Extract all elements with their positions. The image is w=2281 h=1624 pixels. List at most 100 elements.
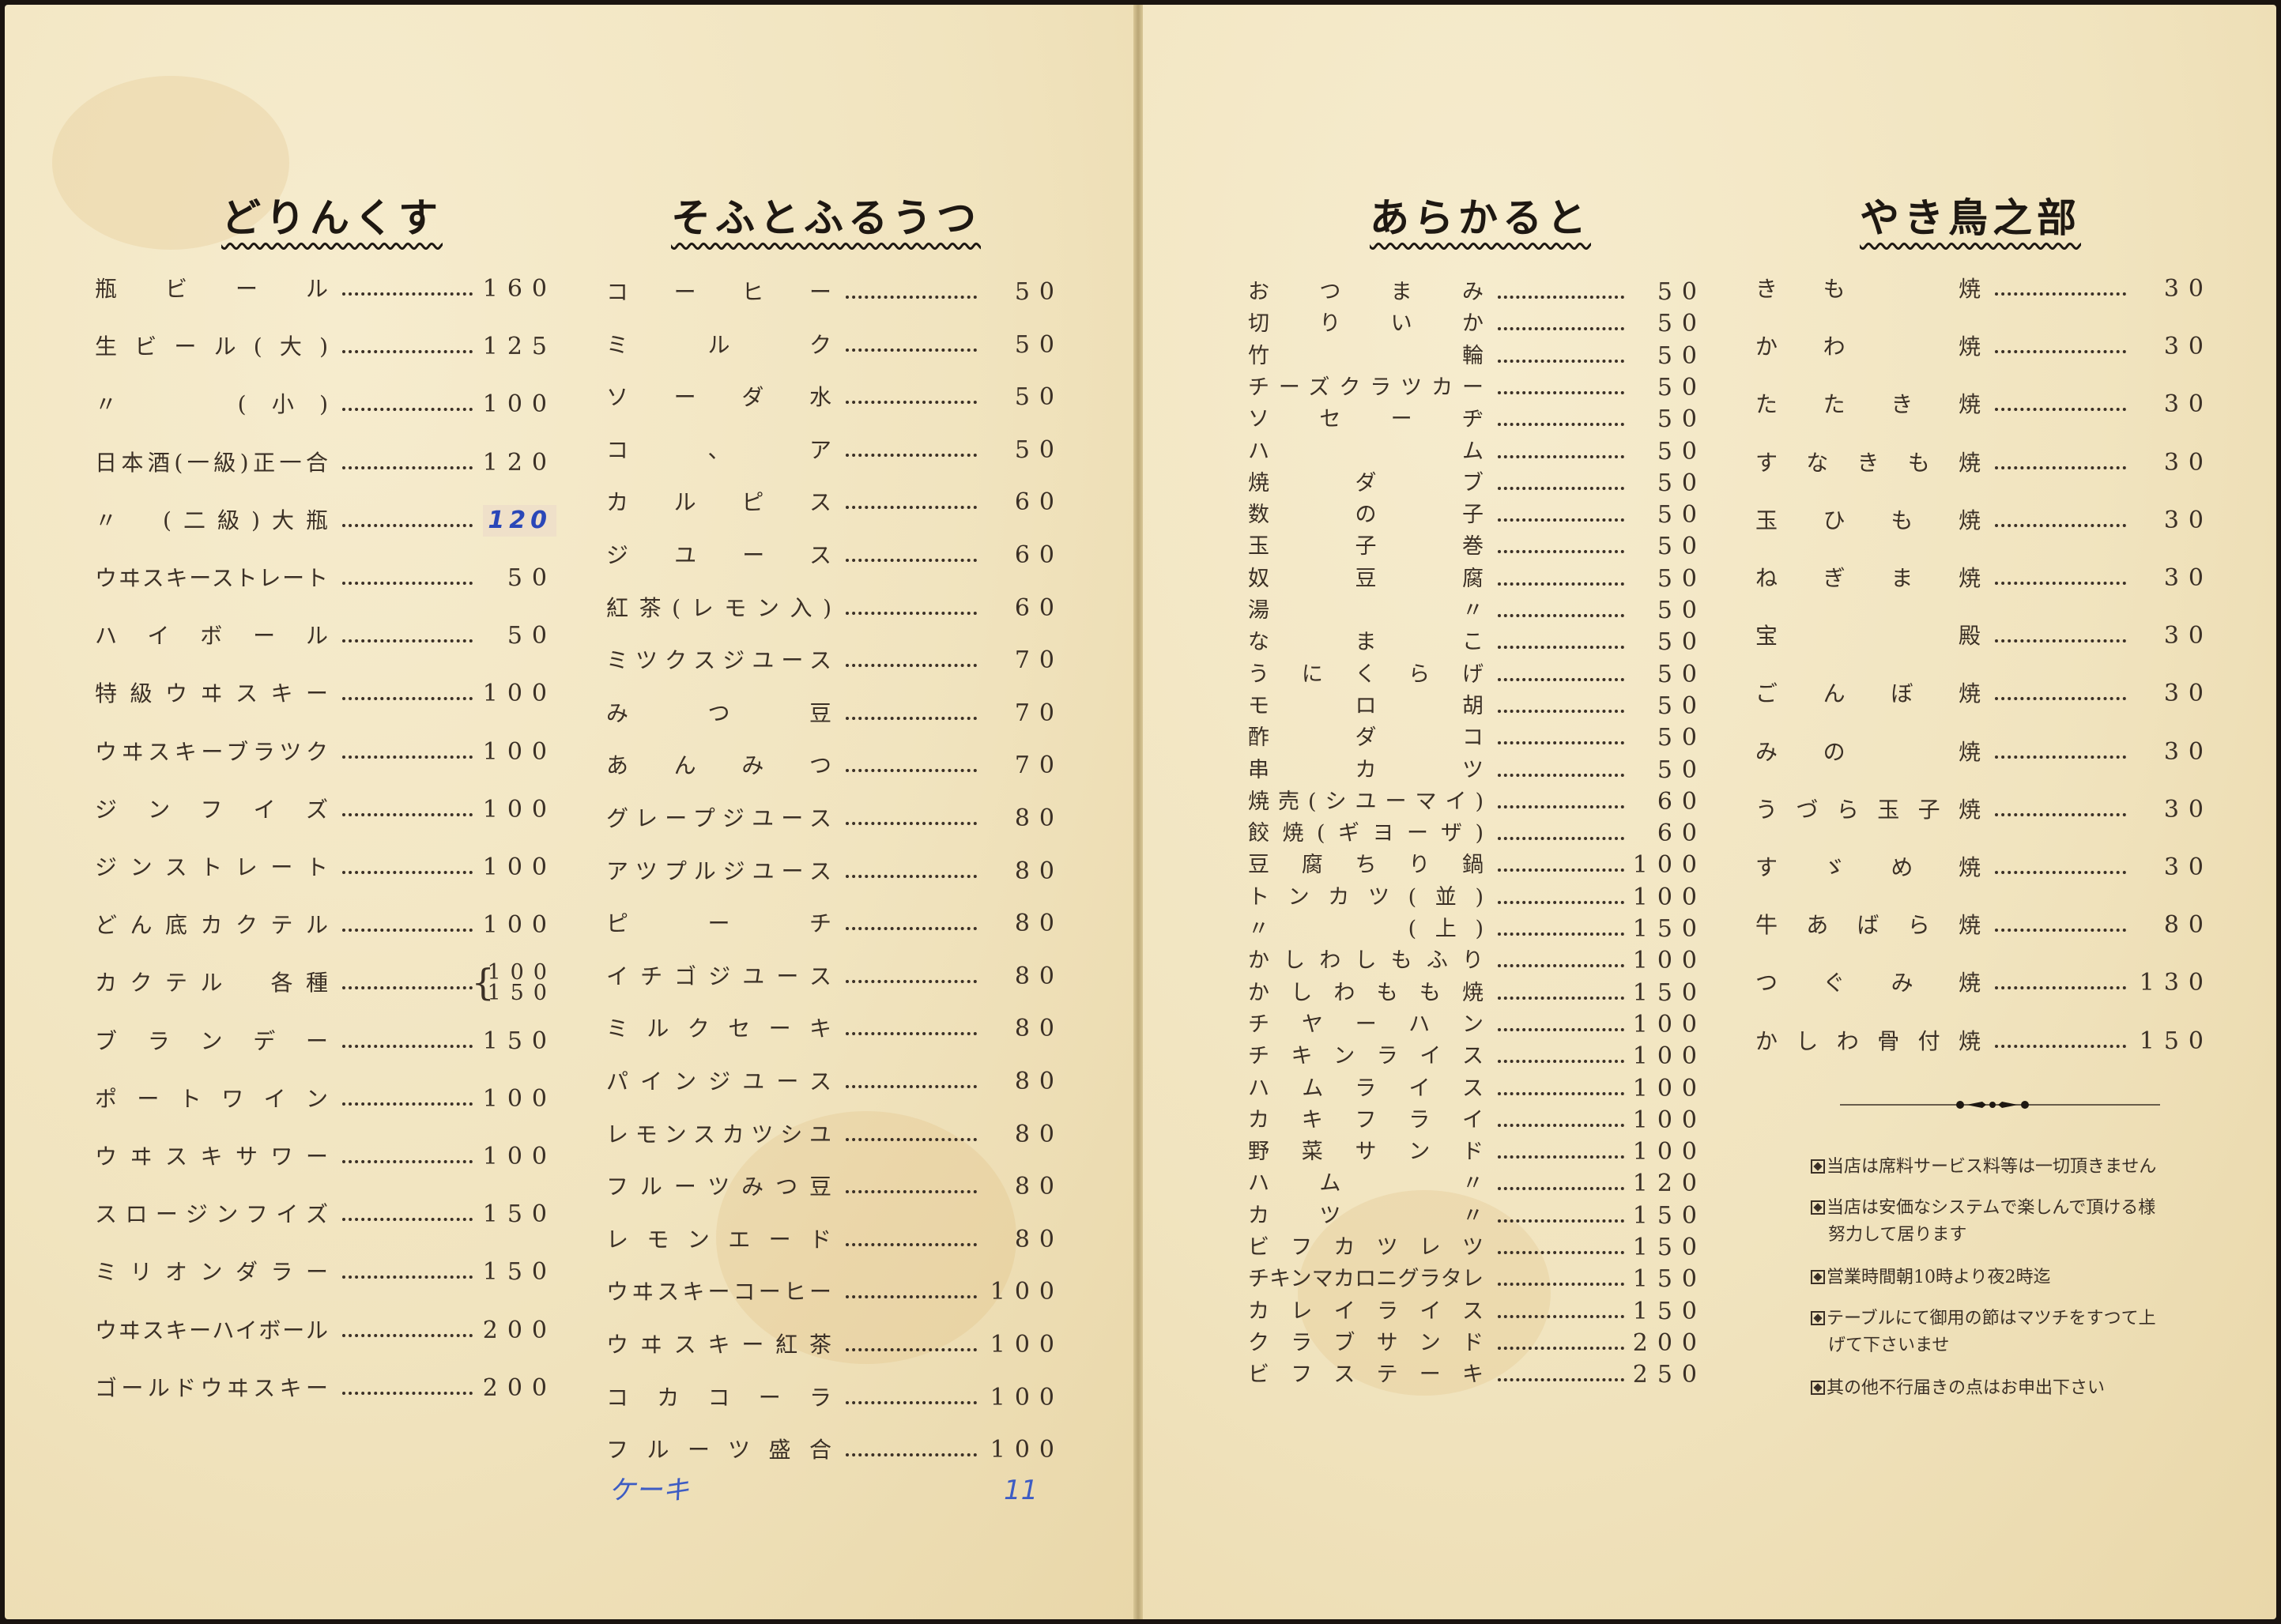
menu-item-name: グレープジユース <box>606 805 831 831</box>
menu-item-price: 100 <box>1632 883 1706 911</box>
leader-dots <box>342 273 473 296</box>
leader-dots <box>846 1013 977 1036</box>
menu-item-price: 50 <box>1657 278 1706 306</box>
menu-item: 串カツ 50 <box>1248 755 1697 786</box>
note-text: 当店は席料サービス料等は一切頂きません <box>1827 1157 2157 1177</box>
leader-dots <box>1995 967 2126 990</box>
leader-dots <box>1498 1105 1624 1127</box>
menu-item-price: 50 <box>1657 310 1706 338</box>
note-bullet-icon <box>1811 1159 1825 1174</box>
menu-item: ハイボール 50 <box>95 620 547 652</box>
menu-item-name: 野菜サンド <box>1248 1140 1484 1165</box>
menu-item-price: 80 <box>1014 1225 1064 1253</box>
leader-dots <box>846 645 977 668</box>
menu-item: 〃 (上) 150 <box>1248 914 1697 945</box>
menu-item-name: 牛あばら焼 <box>1755 912 1981 939</box>
leader-dots <box>342 1315 473 1337</box>
leader-dots <box>1498 627 1624 650</box>
menu-item-name: あんみつ <box>606 752 831 779</box>
menu-item: ハム 〃 120 <box>1248 1168 1697 1200</box>
menu-item: ミルクセーキ 80 <box>606 1013 1054 1045</box>
menu-item-price: 150 <box>2139 1027 2213 1055</box>
leader-dots <box>846 750 977 773</box>
menu-item-price: 60 <box>1014 488 1064 517</box>
menu-item-name: ミツクスジユース <box>606 647 831 674</box>
handwritten-item-name: ケーキ <box>609 1475 689 1506</box>
menu-item-price: 150 <box>1632 915 1706 943</box>
menu-item-price: 30 <box>2163 622 2213 650</box>
menu-item-name: 特級ウヰスキー <box>95 680 328 707</box>
menu-item-price: 50 <box>1657 564 1706 593</box>
menu-item-price: 100 <box>1632 1138 1706 1166</box>
menu-item-price: 50 <box>1657 405 1706 434</box>
menu-item-price: 60 <box>1014 541 1064 569</box>
menu-item-price: 30 <box>2163 390 2213 419</box>
leader-dots <box>1498 468 1624 490</box>
menu-item-price: 70 <box>1014 646 1064 675</box>
leader-dots <box>846 1329 977 1351</box>
house-note: テーブルにて御用の節はマツチをすつて上 げて下さいませ <box>1811 1306 2174 1359</box>
menu-item-price: 50 <box>1014 435 1064 464</box>
menu-item-price: 30 <box>2163 680 2213 708</box>
menu-item-name: ウヰスキー紅茶 <box>606 1332 831 1358</box>
menu-item: クラブサンド 200 <box>1248 1328 1697 1359</box>
leader-dots <box>1498 308 1624 331</box>
leader-dots <box>1498 850 1624 872</box>
menu-item-name: 焼売(シユーマイ) <box>1248 789 1484 814</box>
menu-item: 豆腐ちり鍋 100 <box>1248 850 1697 881</box>
menu-item-name: ソーダ水 <box>606 384 831 411</box>
handwritten-item-price: 11 <box>1004 1475 1039 1506</box>
menu-item-name: カツ 〃 <box>1248 1203 1505 1228</box>
leader-dots <box>1498 1200 1624 1223</box>
leader-dots <box>342 852 473 874</box>
menu-item: 焼ダブ 50 <box>1248 468 1697 499</box>
menu-item-name: きも 焼 <box>1755 276 1981 302</box>
menu-item-price: 100 <box>482 680 556 708</box>
leader-dots <box>1498 691 1624 713</box>
menu-item: コーヒー 50 <box>606 277 1054 308</box>
menu-item-name: ジンフイズ <box>95 796 328 823</box>
menu-item-name: ウヰスキーコーヒー <box>606 1279 831 1306</box>
menu-item: 数の子 50 <box>1248 499 1697 531</box>
menu-item-price: 80 <box>1014 857 1064 885</box>
leader-dots <box>846 382 977 405</box>
menu-item: 玉ひも焼 30 <box>1755 505 2204 537</box>
menu-item-name: モロ胡 <box>1248 693 1484 718</box>
menu-item-price: 80 <box>1014 910 1064 938</box>
paper-stain <box>716 1111 1016 1364</box>
menu-item-name: 竹 輪 <box>1248 343 1484 368</box>
menu-item-price: 150 <box>1632 978 1706 1007</box>
menu-item-price: 150 <box>1632 1265 1706 1294</box>
ornamental-divider <box>1840 1101 2160 1109</box>
menu-item-price: 100 <box>482 853 556 881</box>
menu-item-name: カルピス <box>606 489 831 516</box>
menu-item-price: 250 <box>1632 1361 1706 1389</box>
menu-item: ビフカツレツ 150 <box>1248 1232 1697 1264</box>
menu-item-name: すゞめ焼 <box>1755 854 1981 880</box>
leader-dots <box>342 620 473 643</box>
menu-item-price: 50 <box>1014 330 1064 359</box>
menu-item-name: ビフステーキ <box>1248 1362 1484 1388</box>
menu-item: ポートワイン 100 <box>95 1083 547 1115</box>
menu-item: ウヰスキー紅茶 100 <box>606 1329 1054 1361</box>
menu-item-name: カクテル 各種 <box>95 970 328 997</box>
menu-item-name: カキフライ <box>1248 1107 1484 1132</box>
menu-item: ジンストレート 100 <box>95 852 547 884</box>
menu-item-name: 餃焼(ギヨーザ) <box>1248 821 1484 846</box>
menu-item-price: 150 <box>482 1258 556 1287</box>
menu-item: 餃焼(ギヨーザ) 60 <box>1248 818 1697 850</box>
menu-item-name: 瓶ビール <box>95 276 328 302</box>
leader-dots <box>1995 910 2126 933</box>
menu-item-name: ピーチ <box>606 910 831 937</box>
section-title-yakitori: やき鳥之部 <box>1860 195 2081 241</box>
menu-item: ウヰスキーブラツク 100 <box>95 737 547 768</box>
menu-item-name: 紅茶(レモン入) <box>606 594 831 621</box>
menu-item-price: 200 <box>482 1373 556 1402</box>
menu-item: ミツクスジユース 70 <box>606 645 1054 676</box>
menu-item-price: 50 <box>1657 724 1706 752</box>
menu-item: かしわしもふり 100 <box>1248 945 1697 977</box>
leader-dots <box>1995 620 2126 643</box>
menu-item-price: 80 <box>1014 1120 1064 1148</box>
menu-item: アツプルジユース 80 <box>606 856 1054 887</box>
menu-item-price: 50 <box>1657 373 1706 401</box>
